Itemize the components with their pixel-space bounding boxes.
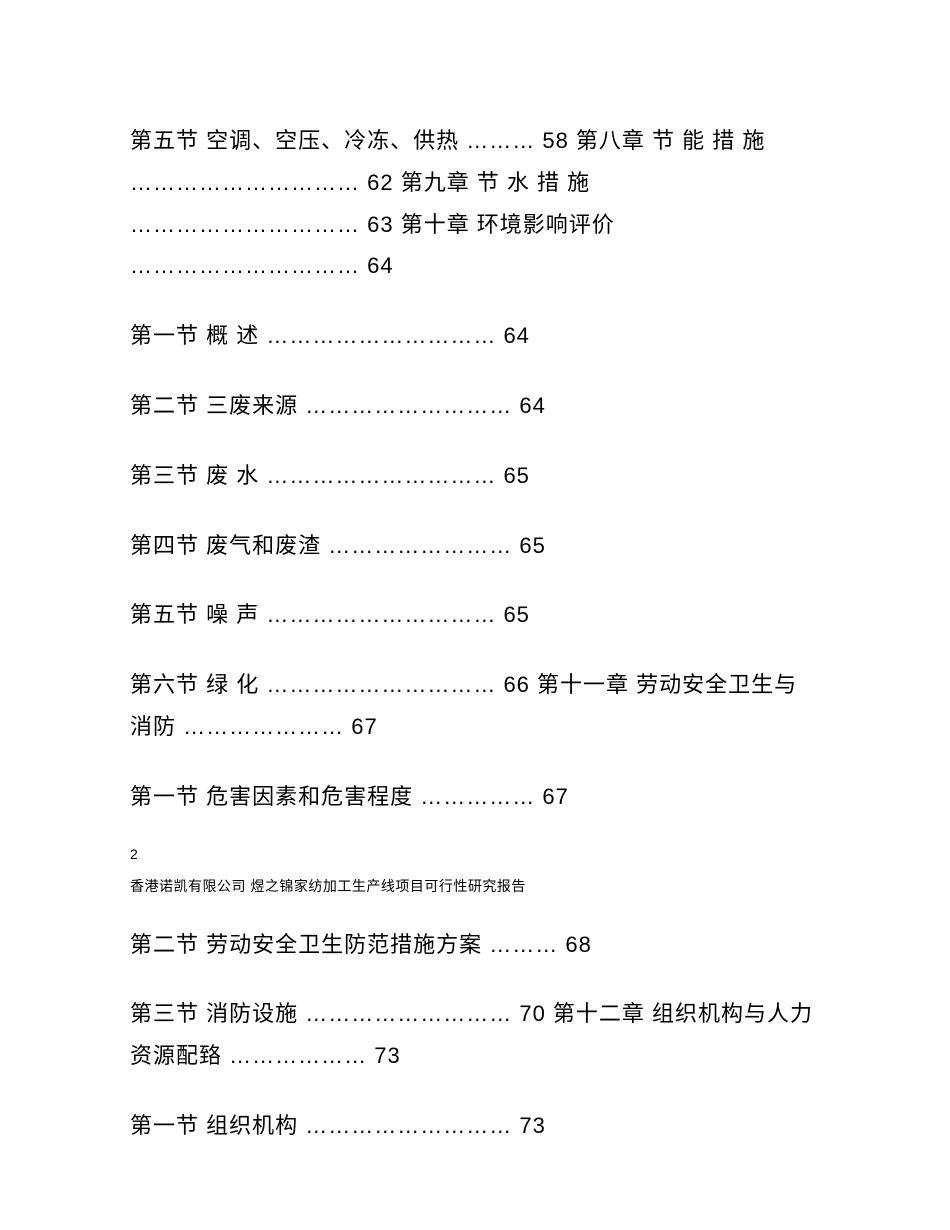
toc-entry: 第三节 废 水 ………………………… 65 (130, 455, 820, 497)
toc-entry: 第一节 概 述 ………………………… 64 (130, 315, 820, 357)
toc-entry: 第二节 三废来源 ……………………… 64 (130, 385, 820, 427)
toc-entry: 第六节 绿 化 ………………………… 66 第十一章 劳动安全卫生与消防 ………… (130, 664, 820, 748)
toc-entry: 第四节 废气和废渣 …………………… 65 (130, 525, 820, 567)
page-number: 2 (130, 846, 820, 862)
toc-entry: 第一节 危害因素和危害程度 …………… 67 (130, 776, 820, 818)
toc-entry: 第二节 劳动安全卫生防范措施方案 ……… 68 (130, 924, 820, 966)
toc-entry: 第五节 噪 声 ………………………… 65 (130, 594, 820, 636)
toc-entry: 第三节 消防设施 ……………………… 70 第十二章 组织机构与人力资源配臵 …… (130, 993, 820, 1077)
toc-entry: 第一节 组织机构 ……………………… 73 (130, 1105, 820, 1147)
toc-entry: 第五节 空调、空压、冷冻、供热 ……… 58 第八章 节 能 措 施 ……………… (130, 120, 820, 287)
document-footer: 香港诺凯有限公司 煜之锦家纺加工生产线项目可行性研究报告 (130, 876, 820, 896)
